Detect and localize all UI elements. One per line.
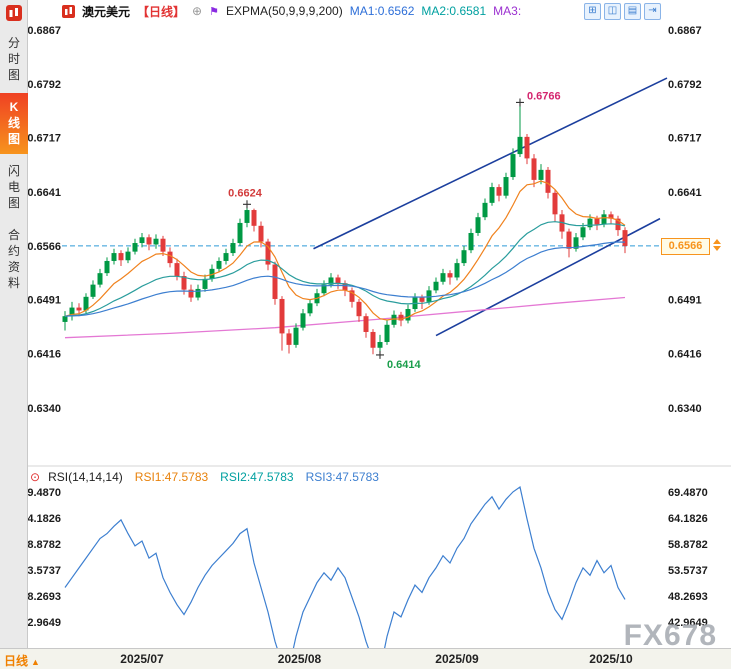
app-logo-icon <box>5 5 22 21</box>
svg-text:0.6414: 0.6414 <box>387 359 422 371</box>
x-axis-label: 2025/09 <box>435 652 479 666</box>
svg-text:0.6792: 0.6792 <box>668 79 702 91</box>
sidebar-tab-label: K线图 <box>7 100 20 146</box>
x-axis-label: 2025/08 <box>277 652 322 666</box>
candlestick-chart[interactable]: 0.6624 0.6766 0.6414 0.6867 0.6867 0.6792 0.67… <box>28 22 731 648</box>
layout-grid-icon[interactable]: ⊞ <box>584 3 601 20</box>
period-selector[interactable]: 日线 ▲ <box>4 652 40 669</box>
svg-text:0.6340: 0.6340 <box>668 403 702 415</box>
ma2-readout: MA2:0.6581 <box>421 4 487 18</box>
rsi1-readout: RSI1:47.5783 <box>134 470 209 484</box>
price-scroll-arrows[interactable] <box>713 238 722 251</box>
sidebar-tab-label: 分时图 <box>7 36 20 82</box>
caret-down-icon <box>713 245 721 251</box>
svg-text:0.6491: 0.6491 <box>668 295 702 307</box>
svg-text:48.2693: 48.2693 <box>28 591 61 603</box>
period-label: 日线 <box>4 654 29 668</box>
svg-text:0.6340: 0.6340 <box>28 403 61 415</box>
indicator-name[interactable]: EXPMA(50,9,9,9,200) <box>225 4 343 18</box>
caret-up-icon: ▲ <box>31 657 40 667</box>
bottom-bar: 日线 ▲ 2025/07 2025/08 2025/09 2025/10 <box>0 648 731 669</box>
layout-columns-icon[interactable]: ◫ <box>604 3 621 20</box>
indicator-flag-icon: ⚑ <box>209 5 219 18</box>
svg-text:0.6624: 0.6624 <box>228 187 263 199</box>
rsi-indicator-icon[interactable]: ⊙ <box>30 470 41 484</box>
x-axis-label: 2025/10 <box>589 652 633 666</box>
chart-header: 澳元美元 【日线】 ⊕ ⚑ EXPMA(50,9,9,9,200) MA1:0.… <box>28 0 731 22</box>
instrument-icon <box>62 4 75 18</box>
svg-text:58.8782: 58.8782 <box>28 539 61 551</box>
svg-text:0.6867: 0.6867 <box>668 25 702 37</box>
svg-text:53.5737: 53.5737 <box>668 565 708 577</box>
svg-text:64.1826: 64.1826 <box>668 513 708 525</box>
sidebar-tab-label: 合约资料 <box>7 228 20 290</box>
svg-text:0.6416: 0.6416 <box>668 348 702 360</box>
svg-text:58.8782: 58.8782 <box>668 539 708 551</box>
svg-text:64.1826: 64.1826 <box>28 513 61 525</box>
svg-text:42.9649: 42.9649 <box>28 617 61 629</box>
svg-text:42.9649: 42.9649 <box>668 617 708 629</box>
svg-text:0.6867: 0.6867 <box>28 25 61 37</box>
rsi-title[interactable]: RSI(14,14,14) <box>48 470 123 484</box>
svg-text:0.6717: 0.6717 <box>668 133 702 145</box>
layout-rows-icon[interactable]: ▤ <box>624 3 641 20</box>
sidebar-tab-lightning-chart[interactable]: 闪电图 <box>0 157 28 218</box>
svg-text:0.6717: 0.6717 <box>28 133 61 145</box>
rsi3-readout: RSI3:47.5783 <box>305 470 379 484</box>
circle-plus-icon[interactable]: ⊕ <box>192 4 203 18</box>
x-axis-label: 2025/07 <box>120 652 164 666</box>
last-price-label: 0.6566 <box>661 237 710 255</box>
instrument-name: 澳元美元 <box>82 4 131 19</box>
ma3-readout: MA3: <box>493 4 522 18</box>
svg-text:0.6491: 0.6491 <box>28 295 61 307</box>
sidebar: 分时图 K线图 闪电图 合约资料 <box>0 0 28 669</box>
svg-text:0.6566: 0.6566 <box>28 241 61 253</box>
sidebar-tab-kline-chart[interactable]: K线图 <box>0 93 28 154</box>
svg-text:69.4870: 69.4870 <box>28 487 61 499</box>
svg-text:0.6792: 0.6792 <box>28 79 61 91</box>
svg-text:0.6641: 0.6641 <box>28 187 61 199</box>
dock-right-icon[interactable]: ⇥ <box>644 3 661 20</box>
sidebar-tab-label: 闪电图 <box>7 164 20 210</box>
svg-text:0.6641: 0.6641 <box>668 187 702 199</box>
rsi2-readout: RSI2:47.5783 <box>220 470 294 484</box>
ma1-readout: MA1:0.6562 <box>349 4 415 18</box>
chart-toolbar: ⊞ ◫ ▤ ⇥ <box>584 3 661 20</box>
svg-text:48.2693: 48.2693 <box>668 591 708 603</box>
sidebar-tab-time-chart[interactable]: 分时图 <box>0 29 28 90</box>
svg-text:0.6416: 0.6416 <box>28 348 61 360</box>
rsi-header: ⊙ RSI(14,14,14) RSI1:47.5783 RSI2:47.578… <box>28 469 379 485</box>
svg-text:53.5737: 53.5737 <box>28 565 61 577</box>
caret-up-icon <box>713 238 721 244</box>
sidebar-tab-contract-info[interactable]: 合约资料 <box>0 221 28 298</box>
period-tag: 【日线】 <box>137 4 186 19</box>
svg-text:0.6766: 0.6766 <box>527 90 561 102</box>
svg-text:69.4870: 69.4870 <box>668 487 708 499</box>
